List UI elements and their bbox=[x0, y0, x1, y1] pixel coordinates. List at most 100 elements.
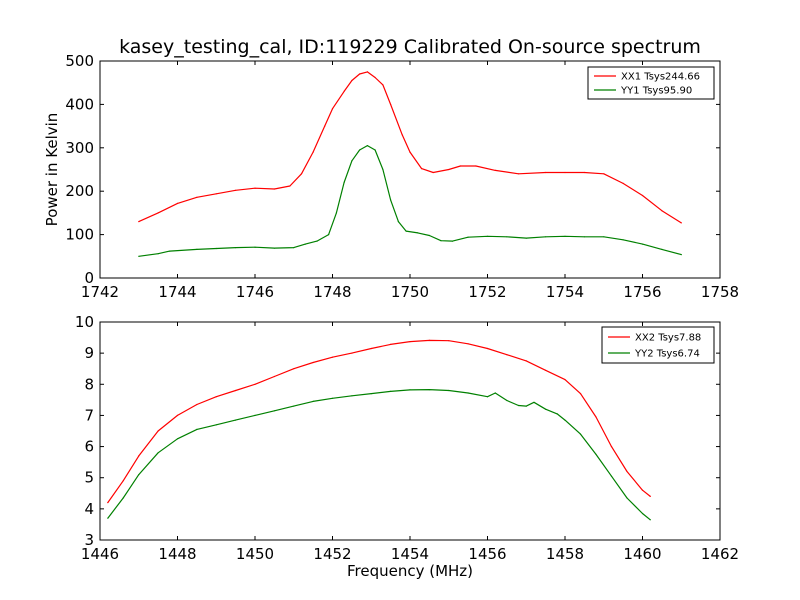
data-point bbox=[157, 452, 159, 454]
data-point bbox=[680, 222, 682, 224]
chart-panel-1: 1742 1744 1746 1748 1750 1752 1754 1756 1758 0 100… bbox=[43, 52, 739, 301]
x-tick-label: 1458 bbox=[546, 545, 584, 563]
x-tick-label: 1750 bbox=[391, 283, 429, 301]
data-point bbox=[366, 71, 368, 73]
y-tick-label: 6 bbox=[84, 438, 94, 456]
data-point bbox=[215, 396, 217, 398]
data-point bbox=[235, 389, 237, 392]
y-axis-label: Power in Kelvin bbox=[43, 113, 61, 227]
data-point bbox=[641, 243, 644, 245]
data-point bbox=[273, 375, 275, 378]
data-point bbox=[215, 247, 217, 250]
data-point bbox=[545, 171, 547, 174]
x-tick-label: 1752 bbox=[468, 283, 506, 301]
data-point bbox=[661, 248, 663, 250]
data-point bbox=[316, 240, 318, 242]
data-point bbox=[680, 254, 682, 256]
data-point bbox=[273, 410, 275, 412]
x-tick-label: 1446 bbox=[81, 545, 119, 563]
data-point bbox=[579, 393, 582, 395]
data-point bbox=[545, 408, 547, 410]
data-point bbox=[440, 240, 442, 242]
data-point bbox=[506, 354, 508, 356]
data-point bbox=[215, 193, 217, 195]
data-point bbox=[448, 340, 450, 342]
y-tick-label: 500 bbox=[65, 52, 94, 70]
data-point bbox=[494, 169, 496, 171]
data-point bbox=[374, 149, 376, 151]
figure-title: kasey_testing_cal, ID:119229 Calibrated … bbox=[119, 36, 701, 58]
data-point bbox=[525, 405, 527, 407]
data-point bbox=[467, 236, 469, 238]
data-point bbox=[494, 392, 496, 394]
data-point bbox=[382, 168, 384, 171]
data-point bbox=[235, 247, 237, 249]
data-point bbox=[475, 165, 477, 167]
data-point bbox=[312, 151, 314, 153]
y-tick-label: 8 bbox=[84, 375, 94, 393]
data-point bbox=[622, 239, 624, 241]
legend-1: XX1 Tsys244.66 YY1 Tsys95.90 bbox=[587, 66, 715, 100]
data-point bbox=[351, 160, 353, 162]
data-point bbox=[448, 389, 450, 392]
x-tick-label: 1450 bbox=[236, 545, 274, 563]
data-point bbox=[525, 237, 527, 239]
data-point bbox=[304, 243, 306, 245]
data-point bbox=[138, 255, 140, 257]
data-point bbox=[293, 247, 295, 249]
data-point bbox=[525, 360, 527, 362]
data-point bbox=[661, 210, 663, 212]
data-point bbox=[545, 369, 547, 371]
data-point bbox=[428, 339, 430, 341]
data-point bbox=[533, 401, 535, 403]
chart-panel-2: 1446 1448 1450 1452 1454 1456 1458 1460 1462 3 4 5 6… bbox=[75, 313, 739, 580]
x-tick-label: 1746 bbox=[236, 283, 274, 301]
x-tick-label: 1742 bbox=[81, 283, 119, 301]
data-point bbox=[409, 389, 411, 391]
data-point bbox=[293, 368, 295, 370]
data-point bbox=[390, 390, 392, 392]
data-point bbox=[417, 232, 419, 234]
data-point bbox=[428, 234, 430, 237]
data-point bbox=[603, 236, 605, 238]
legend-label: YY2 Tsys6.74 bbox=[634, 349, 700, 360]
data-point bbox=[331, 356, 334, 358]
data-point bbox=[626, 470, 628, 473]
data-point bbox=[254, 187, 256, 189]
data-point bbox=[486, 235, 489, 237]
data-point bbox=[409, 151, 411, 153]
data-point bbox=[626, 497, 628, 499]
data-point bbox=[107, 517, 109, 519]
x-tick-label: 1758 bbox=[701, 283, 739, 301]
series-line-1-2 bbox=[138, 145, 682, 257]
y-tick-label: 4 bbox=[84, 500, 94, 518]
x-tick-label: 1756 bbox=[623, 283, 661, 301]
data-point bbox=[273, 188, 275, 190]
data-point bbox=[351, 395, 353, 397]
y-tick-label: 3 bbox=[84, 531, 94, 549]
x-tick-label: 1754 bbox=[546, 283, 584, 301]
data-point bbox=[196, 403, 198, 406]
data-point bbox=[370, 393, 372, 395]
data-point bbox=[397, 221, 399, 223]
data-point bbox=[359, 149, 361, 151]
data-point bbox=[176, 202, 179, 204]
data-point bbox=[324, 125, 326, 127]
data-point bbox=[138, 221, 140, 223]
x-tick-label: 1748 bbox=[313, 283, 351, 301]
x-tick-label: 1744 bbox=[158, 283, 196, 301]
data-point bbox=[448, 168, 450, 171]
data-point bbox=[331, 108, 334, 110]
data-point bbox=[289, 185, 291, 187]
data-point bbox=[390, 199, 392, 201]
x-tick-label: 1452 bbox=[313, 545, 351, 563]
legend-box bbox=[587, 66, 715, 100]
data-point bbox=[331, 397, 334, 399]
y-tick-label: 300 bbox=[65, 139, 94, 157]
data-point bbox=[421, 168, 423, 170]
data-point bbox=[409, 341, 411, 343]
data-point bbox=[649, 495, 651, 497]
data-point bbox=[595, 416, 597, 418]
legend-label: YY1 Tsys95.90 bbox=[620, 86, 692, 97]
data-point bbox=[517, 173, 520, 175]
